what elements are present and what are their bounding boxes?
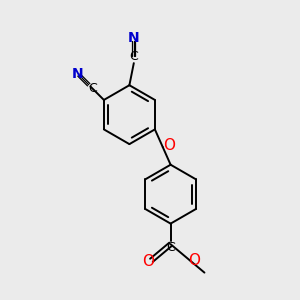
Text: C: C: [166, 241, 175, 254]
Text: N: N: [128, 31, 140, 45]
Text: C: C: [129, 50, 138, 62]
Text: O: O: [163, 138, 175, 153]
Text: O: O: [188, 253, 200, 268]
Text: O: O: [142, 254, 154, 269]
Text: N: N: [72, 67, 84, 81]
Text: C: C: [88, 82, 97, 95]
